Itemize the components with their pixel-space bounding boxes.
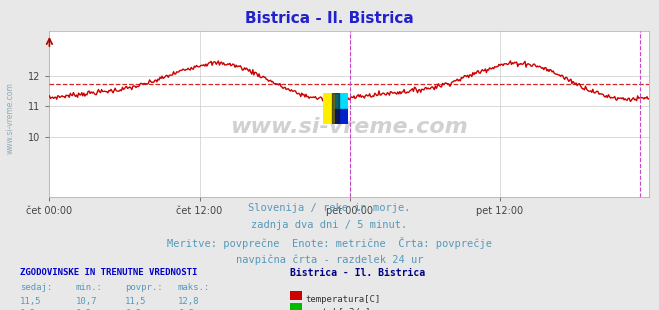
Polygon shape <box>335 93 348 108</box>
Polygon shape <box>332 93 339 124</box>
Text: navpična črta - razdelek 24 ur: navpična črta - razdelek 24 ur <box>236 254 423 265</box>
Text: pretok[m3/s]: pretok[m3/s] <box>306 308 370 310</box>
Text: Bistrica - Il. Bistrica: Bistrica - Il. Bistrica <box>290 268 425 278</box>
Text: 0,3: 0,3 <box>178 309 194 310</box>
Text: 10,7: 10,7 <box>76 297 98 306</box>
Text: zadnja dva dni / 5 minut.: zadnja dva dni / 5 minut. <box>251 220 408 230</box>
Text: Bistrica - Il. Bistrica: Bistrica - Il. Bistrica <box>245 11 414 26</box>
Text: www.si-vreme.com: www.si-vreme.com <box>231 117 468 137</box>
Text: ZGODOVINSKE IN TRENUTNE VREDNOSTI: ZGODOVINSKE IN TRENUTNE VREDNOSTI <box>20 268 197 277</box>
Text: 11,5: 11,5 <box>20 297 42 306</box>
Text: min.:: min.: <box>76 283 103 292</box>
Text: maks.:: maks.: <box>178 283 210 292</box>
Text: Meritve: povprečne  Enote: metrične  Črta: povprečje: Meritve: povprečne Enote: metrične Črta:… <box>167 237 492 249</box>
Text: 11,5: 11,5 <box>125 297 147 306</box>
Text: povpr.:: povpr.: <box>125 283 163 292</box>
Polygon shape <box>335 108 348 124</box>
Text: 12,8: 12,8 <box>178 297 200 306</box>
Text: sedaj:: sedaj: <box>20 283 52 292</box>
Text: temperatura[C]: temperatura[C] <box>306 295 381 304</box>
Text: 0,3: 0,3 <box>76 309 92 310</box>
Polygon shape <box>323 93 335 124</box>
Text: Slovenija / reke in morje.: Slovenija / reke in morje. <box>248 203 411 213</box>
Text: 0,3: 0,3 <box>125 309 141 310</box>
Text: 0,3: 0,3 <box>20 309 36 310</box>
Text: www.si-vreme.com: www.si-vreme.com <box>5 82 14 154</box>
